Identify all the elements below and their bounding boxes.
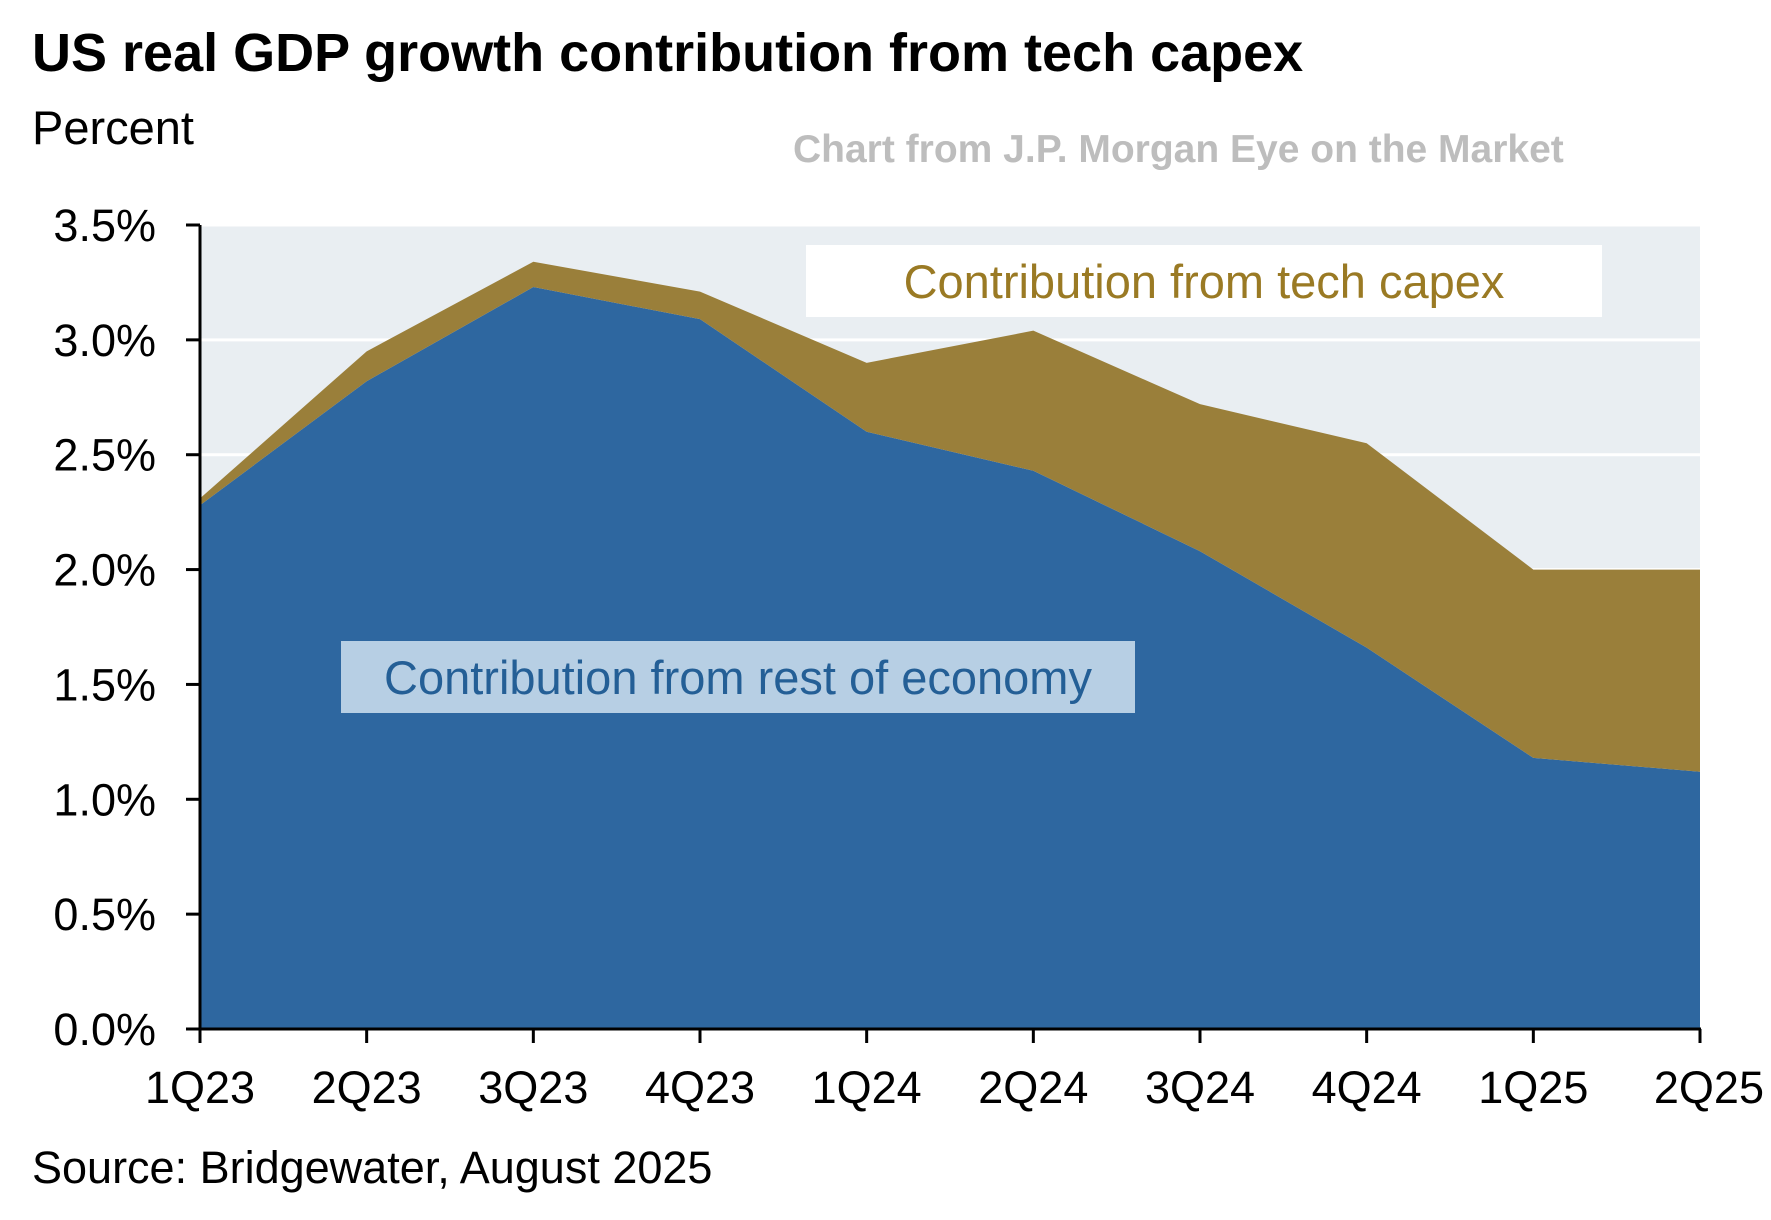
y-tick-label: 1.0%: [53, 774, 156, 825]
x-tick-label: 1Q25: [1478, 1062, 1588, 1113]
annotation-rest-box: [341, 641, 1135, 713]
x-tick-label: 3Q23: [478, 1062, 588, 1113]
annotation-rest-of-economy: Contribution from rest of economy: [341, 641, 1135, 713]
y-tick-label: 0.5%: [53, 889, 156, 940]
x-axis-ticks: 1Q23 2Q23 3Q23 4Q23 1Q24 2Q24 3Q24 4Q24 1Q25 2Q25: [145, 1029, 1764, 1113]
x-tick-label: 4Q24: [1312, 1062, 1422, 1113]
annotation-tech-capex: Contribution from tech capex: [806, 245, 1602, 317]
y-axis-ticks: 0.0% 0.5% 1.0% 1.5% 2.0% 2.5% 3.0% 3.5%: [53, 200, 200, 1055]
y-tick-label: 2.0%: [53, 545, 156, 596]
axes: [198, 225, 1701, 1031]
annotation-rest-label: Contribution from rest of economy: [384, 651, 1092, 704]
y-tick-label: 0.0%: [53, 1004, 156, 1055]
x-tick-label: 4Q23: [645, 1062, 755, 1113]
x-tick-label: 2Q23: [312, 1062, 422, 1113]
chart-title: US real GDP growth contribution from tec…: [32, 23, 1304, 83]
x-tick-label: 1Q23: [145, 1062, 255, 1113]
annotation-tech-label: Contribution from tech capex: [904, 255, 1505, 308]
y-tick-label: 3.5%: [53, 200, 156, 251]
x-tick-label: 3Q24: [1145, 1062, 1255, 1113]
source-note: Source: Bridgewater, August 2025: [32, 1142, 713, 1193]
annotation-tech-box: [806, 245, 1602, 317]
chart-subtitle: Percent: [32, 101, 194, 154]
x-tick-label: 1Q24: [812, 1062, 922, 1113]
x-tick-label: 2Q24: [978, 1062, 1088, 1113]
y-tick-label: 1.5%: [53, 659, 156, 710]
y-tick-label: 2.5%: [53, 430, 156, 481]
x-tick-label: 2Q25: [1654, 1062, 1764, 1113]
y-tick-label: 3.0%: [53, 315, 156, 366]
area-tech-capex: [200, 261, 1700, 772]
chart-credit: Chart from J.P. Morgan Eye on the Market: [793, 128, 1564, 171]
